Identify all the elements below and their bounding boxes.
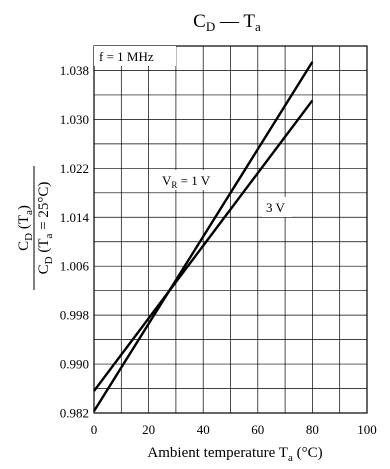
y-axis-label-numerator: CD (Ta) (16, 205, 35, 251)
series-line-1 (92, 61, 314, 412)
series-label-2-bg (262, 197, 292, 217)
y-tick-label: 1.030 (60, 112, 89, 127)
y-tick-label: 1.038 (60, 63, 89, 78)
chart-title: CD — Ta (193, 11, 261, 34)
plot-frame (93, 45, 368, 414)
y-tick-label: 0.998 (60, 308, 89, 323)
x-axis-label: Ambient temperature Ta (°C) (147, 445, 322, 464)
frequency-annotation: f = 1 MHz (99, 49, 154, 64)
series-label-1-bg (159, 170, 221, 190)
series-label-vr-1v: VR = 1 V (162, 173, 211, 190)
annotation-box (94, 46, 176, 66)
x-tick-label: 0 (91, 422, 98, 437)
y-axis-label-denominator: CD (Ta = 25°C) (36, 182, 55, 275)
x-tick-label: 40 (197, 422, 210, 437)
y-tick-label: 0.990 (60, 357, 89, 372)
x-tick-labels: 0 20 40 60 80 100 (91, 422, 377, 437)
x-tick-label: 20 (142, 422, 155, 437)
y-tick-label: 1.022 (60, 161, 89, 176)
y-tick-label: 1.006 (60, 259, 90, 274)
series-line-2 (93, 99, 314, 392)
x-tick-label: 100 (357, 422, 377, 437)
x-tick-label: 80 (306, 422, 319, 437)
series-label-3v: 3 V (266, 200, 286, 215)
series-lines (92, 61, 314, 412)
y-tick-label: 0.982 (60, 406, 89, 421)
grid-lines (94, 46, 367, 413)
y-tick-labels: 0.982 0.990 0.998 1.006 1.014 1.022 1.030 1.038 (60, 63, 90, 421)
y-tick-label: 1.014 (60, 210, 90, 225)
x-tick-label: 60 (251, 422, 264, 437)
y-axis-label: CD (Ta) CD (Ta = 25°C) (16, 166, 55, 290)
